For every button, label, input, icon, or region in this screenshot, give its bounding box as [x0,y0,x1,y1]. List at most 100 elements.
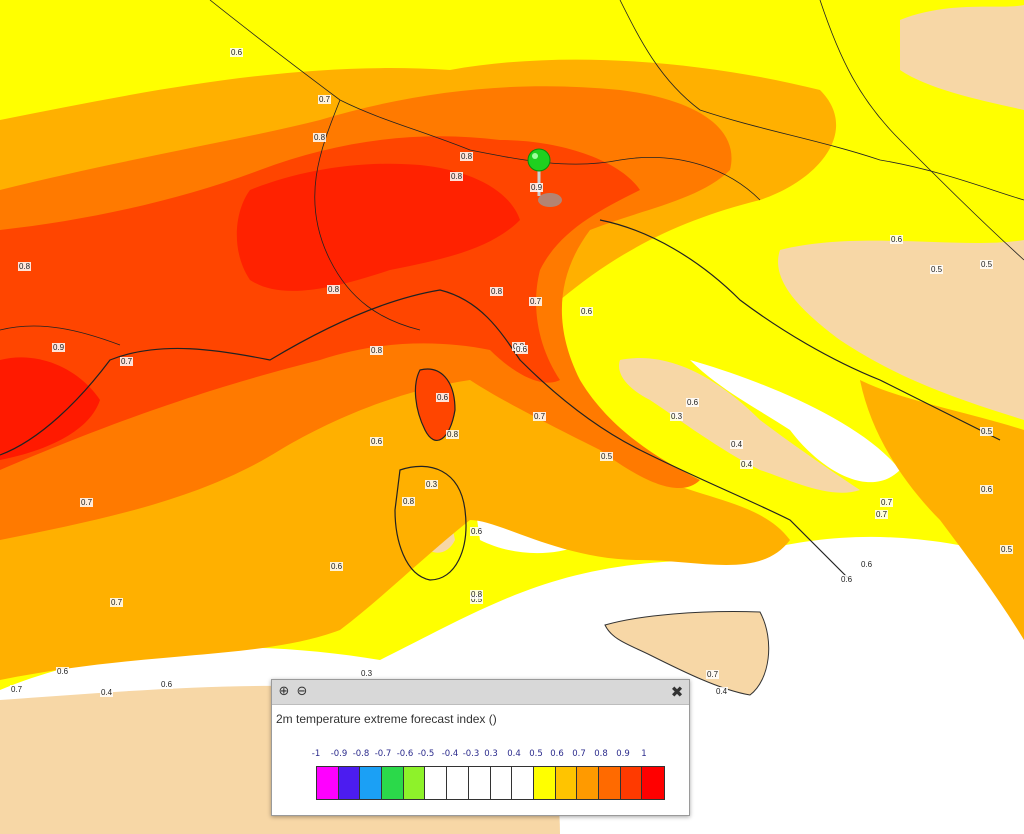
contour-label: 0.8 [18,262,32,271]
contour-label: 0.6 [436,393,450,402]
legend-swatch [490,767,513,799]
contour-label: 0.6 [890,235,904,244]
contour-label: 0.7 [80,498,94,507]
contour-label: 0.7 [529,297,543,306]
contour-label: 0.8 [327,285,341,294]
sardinia-coast [394,465,467,581]
close-icon[interactable]: ✖ [670,683,684,701]
efi-zone-tan [619,358,860,493]
contour-label: 0.5 [930,265,944,274]
legend-swatch [620,767,643,799]
legend-tick-label: 0.7 [572,749,586,759]
legend-swatch [403,767,426,799]
contour-label: 0.5 [470,595,484,604]
border [314,99,421,331]
legend-tick-label: 0.5 [529,749,543,759]
legend-swatch [360,767,383,799]
legend-tick-label: 0.3 [484,749,498,759]
contour-label: 0.7 [875,510,889,519]
contour-label: 0.6 [860,560,874,569]
contour-label: 0.7 [120,357,134,366]
contour-label: 0.6 [580,307,594,316]
contour-label: 0.8 [470,590,484,599]
efi-zone-white [690,360,900,483]
contour-label: 0.7 [880,498,894,507]
border [619,0,1024,201]
legend-swatch [338,767,361,799]
contour-label: 0.8 [370,346,384,355]
contour-label: 0.4 [730,440,744,449]
legend-tick-label: -1 [311,749,321,759]
legend-tick-label: 1 [641,749,647,759]
contour-label: 0.4 [715,687,729,696]
legend-swatch [577,767,599,799]
legend-tick-label: -0.3 [462,749,480,759]
efi-zone-deep-red [0,357,100,460]
legend-tick-label: -0.5 [417,749,435,759]
legend-swatch [447,767,469,799]
contour-label: 0.4 [740,460,754,469]
legend-swatch [533,767,556,799]
contour-label: 0.8 [460,152,474,161]
contour-label: 0.6 [56,667,70,676]
legend-tick-label: 0.9 [616,749,630,759]
efi-zone-deep-red [236,163,520,291]
contour-label: 0.5 [600,452,614,461]
border [819,0,1024,261]
contour-label: 0.6 [370,437,384,446]
contour-label: 0.8 [450,172,464,181]
legend-swatch [317,767,339,799]
legend-swatch [555,767,578,799]
legend-tick-label: -0.9 [330,749,348,759]
contour-label: 0.6 [230,48,244,57]
contour-label: 0.9 [530,183,544,192]
contour-label: 0.3 [670,412,684,421]
contour-label: 0.5 [1000,545,1014,554]
contour-label: 0.8 [490,287,504,296]
efi-zone-tan [778,240,1024,420]
contour-label: 0.9 [52,343,66,352]
border [209,0,761,201]
legend-tick-label: -0.8 [352,749,370,759]
contour-label: 0.8 [402,497,416,506]
legend-toolbar: ⊕ ⊖ ✖ [272,680,689,705]
contour-label: 0.3 [425,480,439,489]
legend-color-bar [316,766,665,800]
legend-tick-label: 0.4 [507,749,521,759]
efi-zone-red [415,369,455,441]
contour-label: 0.3 [360,669,374,678]
contour-label: 0.6 [330,562,344,571]
contour-label: 0.7 [318,95,332,104]
legend-swatch [382,767,404,799]
contour-label: 0.7 [10,685,24,694]
legend-tick-label: 0.8 [594,749,608,759]
legend-swatch [642,767,664,799]
contour-label: 0.5 [980,260,994,269]
efi-zone-orange [860,380,1024,640]
contour-label: 0.7 [110,598,124,607]
contour-label: 0.7 [533,412,547,421]
legend-swatch [425,767,448,799]
zoom-in-icon[interactable]: ⊕ [278,684,290,699]
contour-label: 0.7 [706,670,720,679]
contour-label: 0.4 [100,688,114,697]
coastline [0,289,851,581]
legend-title: 2m temperature extreme forecast index () [276,712,497,726]
corsica-coast [414,368,456,441]
contour-label: 0.6 [840,575,854,584]
legend-tick-label: -0.4 [441,749,459,759]
coastline [599,219,1001,441]
contour-label: 0.6 [980,485,994,494]
sicily [604,611,770,696]
zoom-out-icon[interactable]: ⊖ [296,684,308,699]
legend-swatch [598,767,621,799]
legend-tick-label: -0.7 [374,749,392,759]
efi-zone-tan [900,5,1024,110]
contour-label: 0.6 [470,527,484,536]
legend-swatch [512,767,534,799]
contour-label: 0.8 [446,430,460,439]
contour-label: 0.6 [515,345,529,354]
contour-label: 0.6 [686,398,700,407]
legend-swatch [468,767,491,799]
